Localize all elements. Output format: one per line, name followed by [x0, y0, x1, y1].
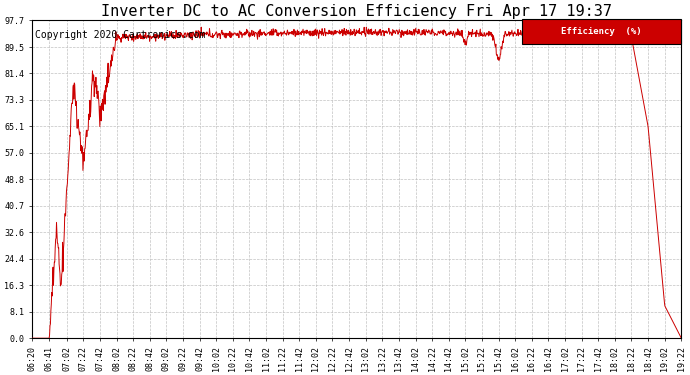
Title: Inverter DC to AC Conversion Efficiency Fri Apr 17 19:37: Inverter DC to AC Conversion Efficiency …: [101, 4, 612, 19]
Text: Efficiency  (%): Efficiency (%): [562, 27, 642, 36]
Text: Copyright 2020 Cartronics.com: Copyright 2020 Cartronics.com: [35, 30, 206, 40]
FancyBboxPatch shape: [522, 20, 681, 44]
